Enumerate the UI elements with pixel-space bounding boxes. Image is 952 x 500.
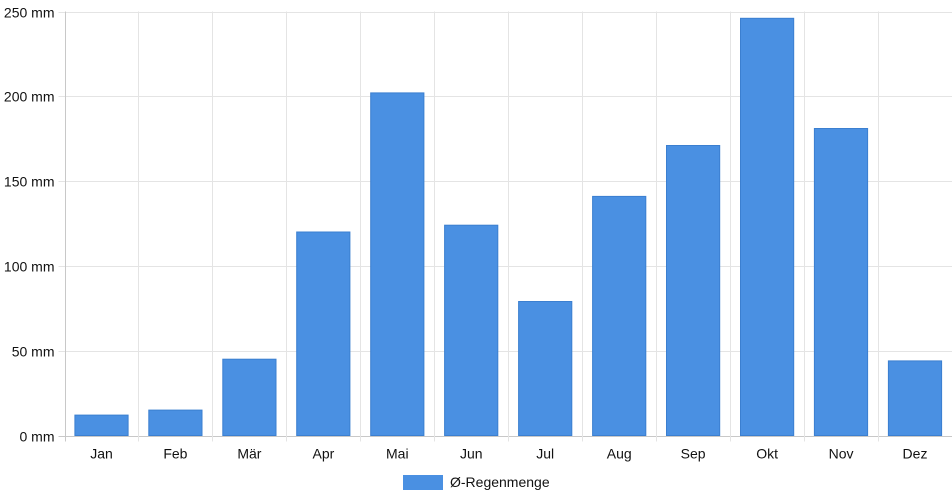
bar-jun[interactable]	[444, 224, 499, 436]
x-tick-label: Apr	[313, 446, 335, 462]
bar-okt[interactable]	[740, 17, 795, 437]
grid-layer	[58, 11, 952, 442]
legend[interactable]: Ø-Regenmenge	[403, 474, 550, 490]
x-tick-label: Aug	[607, 446, 632, 462]
bar-mai[interactable]	[370, 92, 425, 437]
y-tick-label: 250 mm	[4, 5, 55, 21]
bar-aug[interactable]	[592, 195, 647, 436]
x-tick-label: Dez	[903, 446, 928, 462]
x-tick-label: Jan	[90, 446, 113, 462]
x-tick-label: Sep	[681, 446, 706, 462]
bar-mär[interactable]	[222, 358, 277, 437]
bar-feb[interactable]	[148, 409, 203, 437]
bars-layer	[74, 17, 943, 437]
y-tick-label: 0 mm	[20, 429, 55, 445]
bar-sep[interactable]	[666, 145, 721, 436]
bar-apr[interactable]	[296, 231, 351, 436]
x-tick-label: Jun	[460, 446, 483, 462]
legend-swatch[interactable]	[403, 475, 443, 490]
x-tick-label: Jul	[536, 446, 554, 462]
y-tick-label: 100 mm	[4, 259, 55, 275]
x-tick-label: Mai	[386, 446, 409, 462]
bar-nov[interactable]	[813, 128, 869, 436]
axis-layer: 0 mm 50 mm 100 mm 150 mm 200 mm 250 mm Jan Feb M…	[4, 5, 928, 462]
y-tick-label: 150 mm	[4, 174, 55, 190]
bar-dez[interactable]	[887, 360, 943, 436]
bar-jan[interactable]	[74, 414, 129, 437]
bar-jul[interactable]	[518, 301, 573, 436]
x-tick-label: Mär	[237, 446, 261, 462]
y-tick-label: 50 mm	[12, 344, 55, 360]
x-tick-label: Okt	[756, 446, 778, 462]
x-tick-label: Nov	[829, 446, 854, 462]
x-tick-label: Feb	[163, 446, 187, 462]
legend-label[interactable]: Ø-Regenmenge	[450, 474, 550, 490]
y-tick-label: 200 mm	[4, 89, 55, 105]
